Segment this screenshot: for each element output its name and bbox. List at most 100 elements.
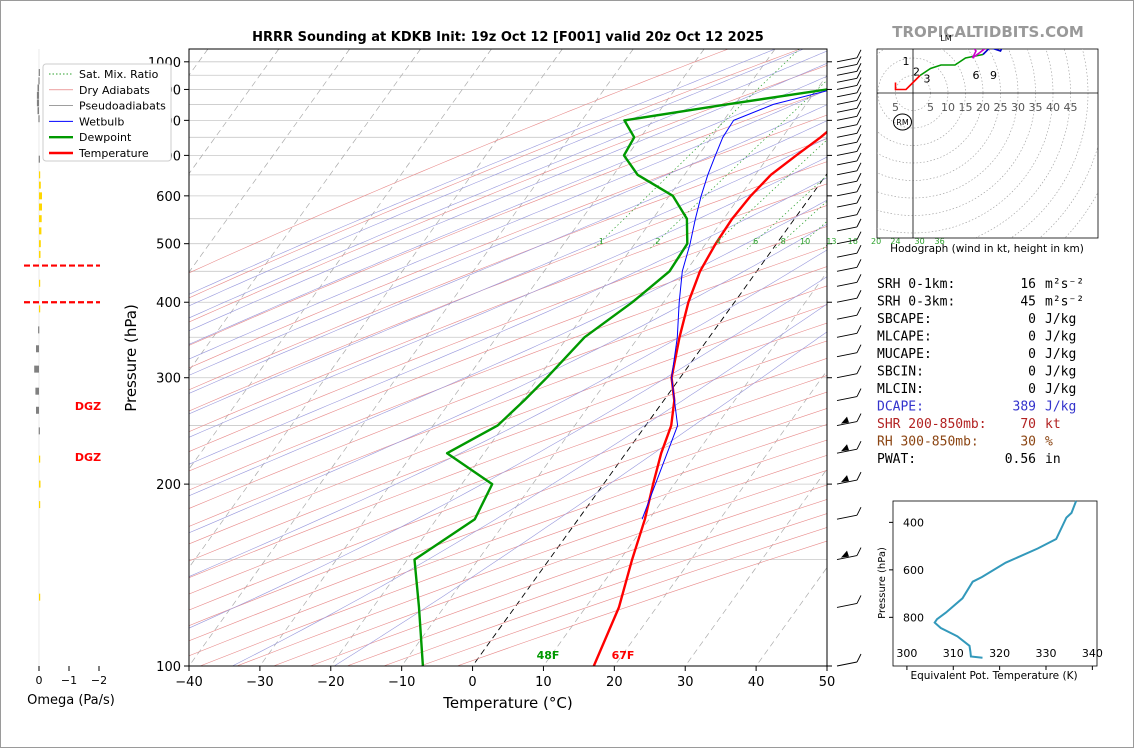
pressure-tick-label: 500 xyxy=(156,238,181,253)
omega-x-axis-label: Omega (Pa/s) xyxy=(27,693,115,708)
wind-barb xyxy=(836,547,862,561)
temp-tick-label: 40 xyxy=(748,675,765,690)
theta-e-x-tick-label: 300 xyxy=(896,647,917,660)
pseudoadiabat xyxy=(189,156,827,438)
temp-tick-label: −10 xyxy=(388,675,415,690)
stat-value: 0 xyxy=(1028,365,1036,380)
skewt-traces xyxy=(413,88,827,666)
wind-barb xyxy=(836,84,862,98)
omega-bar xyxy=(39,305,41,313)
dry-adiabat xyxy=(189,114,827,369)
trace-temperature xyxy=(592,130,827,666)
wind-barb xyxy=(836,183,862,197)
wind-barb xyxy=(836,194,862,208)
wind-barb xyxy=(836,152,862,166)
dry-adiabat xyxy=(189,64,827,323)
trace-dewpoint xyxy=(413,88,827,666)
omega-tick-label: −1 xyxy=(61,674,77,687)
mixing-ratio-label: 20 xyxy=(871,237,881,246)
stat-label: MLCAPE: xyxy=(877,330,932,345)
stat-value: 30 xyxy=(1020,435,1036,450)
theta-e-x-axis-label: Equivalent Pot. Temperature (K) xyxy=(910,670,1077,682)
omega-bar xyxy=(36,345,39,353)
wind-barb xyxy=(836,133,862,147)
chart-title: HRRR Sounding at KDKB Init: 19z Oct 12 [… xyxy=(252,30,764,45)
stat-value: 45 xyxy=(1020,295,1036,310)
temp-tick-label: 10 xyxy=(535,675,552,690)
wind-barb xyxy=(836,172,862,186)
temp-tick-label: 30 xyxy=(677,675,694,690)
stat-label: RH 300-850mb: xyxy=(877,435,979,450)
wind-barb xyxy=(836,206,862,220)
dry-adiabat xyxy=(189,266,827,509)
temp-tick-label: −40 xyxy=(175,675,202,690)
dgz-upper-label: DGZ xyxy=(75,400,101,413)
hodograph-height-label: 2 xyxy=(913,66,920,79)
omega-bar xyxy=(34,365,39,373)
temp-tick-label: −20 xyxy=(317,675,344,690)
legend-label: Dry Adiabats xyxy=(79,84,150,97)
wind-barb xyxy=(836,244,862,258)
mixing-ratio-line xyxy=(746,174,827,250)
wind-barb xyxy=(836,441,862,454)
omega-bar xyxy=(39,192,42,200)
wind-barb xyxy=(836,506,862,520)
theta-e-y-tick-label: 400 xyxy=(903,516,924,529)
hodograph-ring-label: 45 xyxy=(1064,101,1078,114)
omega-panel: 0 −1 −2 xyxy=(24,49,107,687)
wind-barb xyxy=(836,290,862,303)
wind-barb xyxy=(836,274,862,287)
omega-bar xyxy=(39,227,42,235)
dry-adiabat xyxy=(189,246,827,491)
pseudoadiabat xyxy=(189,49,776,295)
isotherm xyxy=(614,370,827,666)
dry-adiabat xyxy=(189,408,827,642)
dry-adiabat xyxy=(189,375,827,611)
stat-label: SHR 200-850mb: xyxy=(877,417,987,432)
wind-barb xyxy=(836,365,862,379)
pseudoadiabat xyxy=(189,120,827,394)
wind-barb xyxy=(836,388,862,401)
omega-bar xyxy=(39,240,41,248)
wind-barb xyxy=(836,77,862,90)
stat-unit: J/kg xyxy=(1045,330,1076,345)
dgz-lower-label: DGZ xyxy=(75,451,101,464)
wind-barb xyxy=(836,143,862,156)
pseudoadiabat xyxy=(189,104,827,376)
omega-bar xyxy=(39,250,41,258)
stat-value: 0.56 xyxy=(1005,452,1036,467)
isotherm xyxy=(472,172,827,666)
mixing-ratio-label: 16 xyxy=(848,237,858,246)
omega-bar xyxy=(39,455,41,463)
hodograph-ring-label: 40 xyxy=(1046,101,1060,114)
wind-barb xyxy=(836,653,862,667)
wind-barb xyxy=(836,108,862,121)
stat-value: 0 xyxy=(1028,330,1036,345)
mixing-ratio-line xyxy=(593,49,800,250)
skewt-plot-frame xyxy=(188,48,828,667)
omega-bar xyxy=(39,171,41,179)
dry-adiabat xyxy=(189,205,827,452)
stat-value: 389 xyxy=(1013,400,1036,415)
legend-label: Dewpoint xyxy=(79,131,132,144)
temp-tick-label: 0 xyxy=(468,675,476,690)
wind-barb xyxy=(836,162,862,176)
hodograph-caption: Hodograph (wind in kt, height in km) xyxy=(890,243,1084,255)
omega-bar xyxy=(38,115,40,123)
legend-label: Sat. Mix. Ratio xyxy=(79,68,159,81)
omega-bar xyxy=(38,427,40,435)
skewt-axis-tick-labels: 1002003004005006007008009001000−40−30−20… xyxy=(148,56,835,690)
wind-barb xyxy=(836,49,862,63)
stat-unit: in xyxy=(1045,452,1061,467)
pseudoadiabat xyxy=(232,303,827,666)
hodograph-ring-label: 30 xyxy=(1011,101,1025,114)
stat-value: 0 xyxy=(1028,312,1036,327)
omega-bar xyxy=(39,501,41,509)
pseudoadiabat xyxy=(189,49,804,307)
stat-label: PWAT: xyxy=(877,452,916,467)
hodograph-ring-label: 15 xyxy=(959,101,973,114)
hodograph-height-label: 3 xyxy=(924,73,931,86)
